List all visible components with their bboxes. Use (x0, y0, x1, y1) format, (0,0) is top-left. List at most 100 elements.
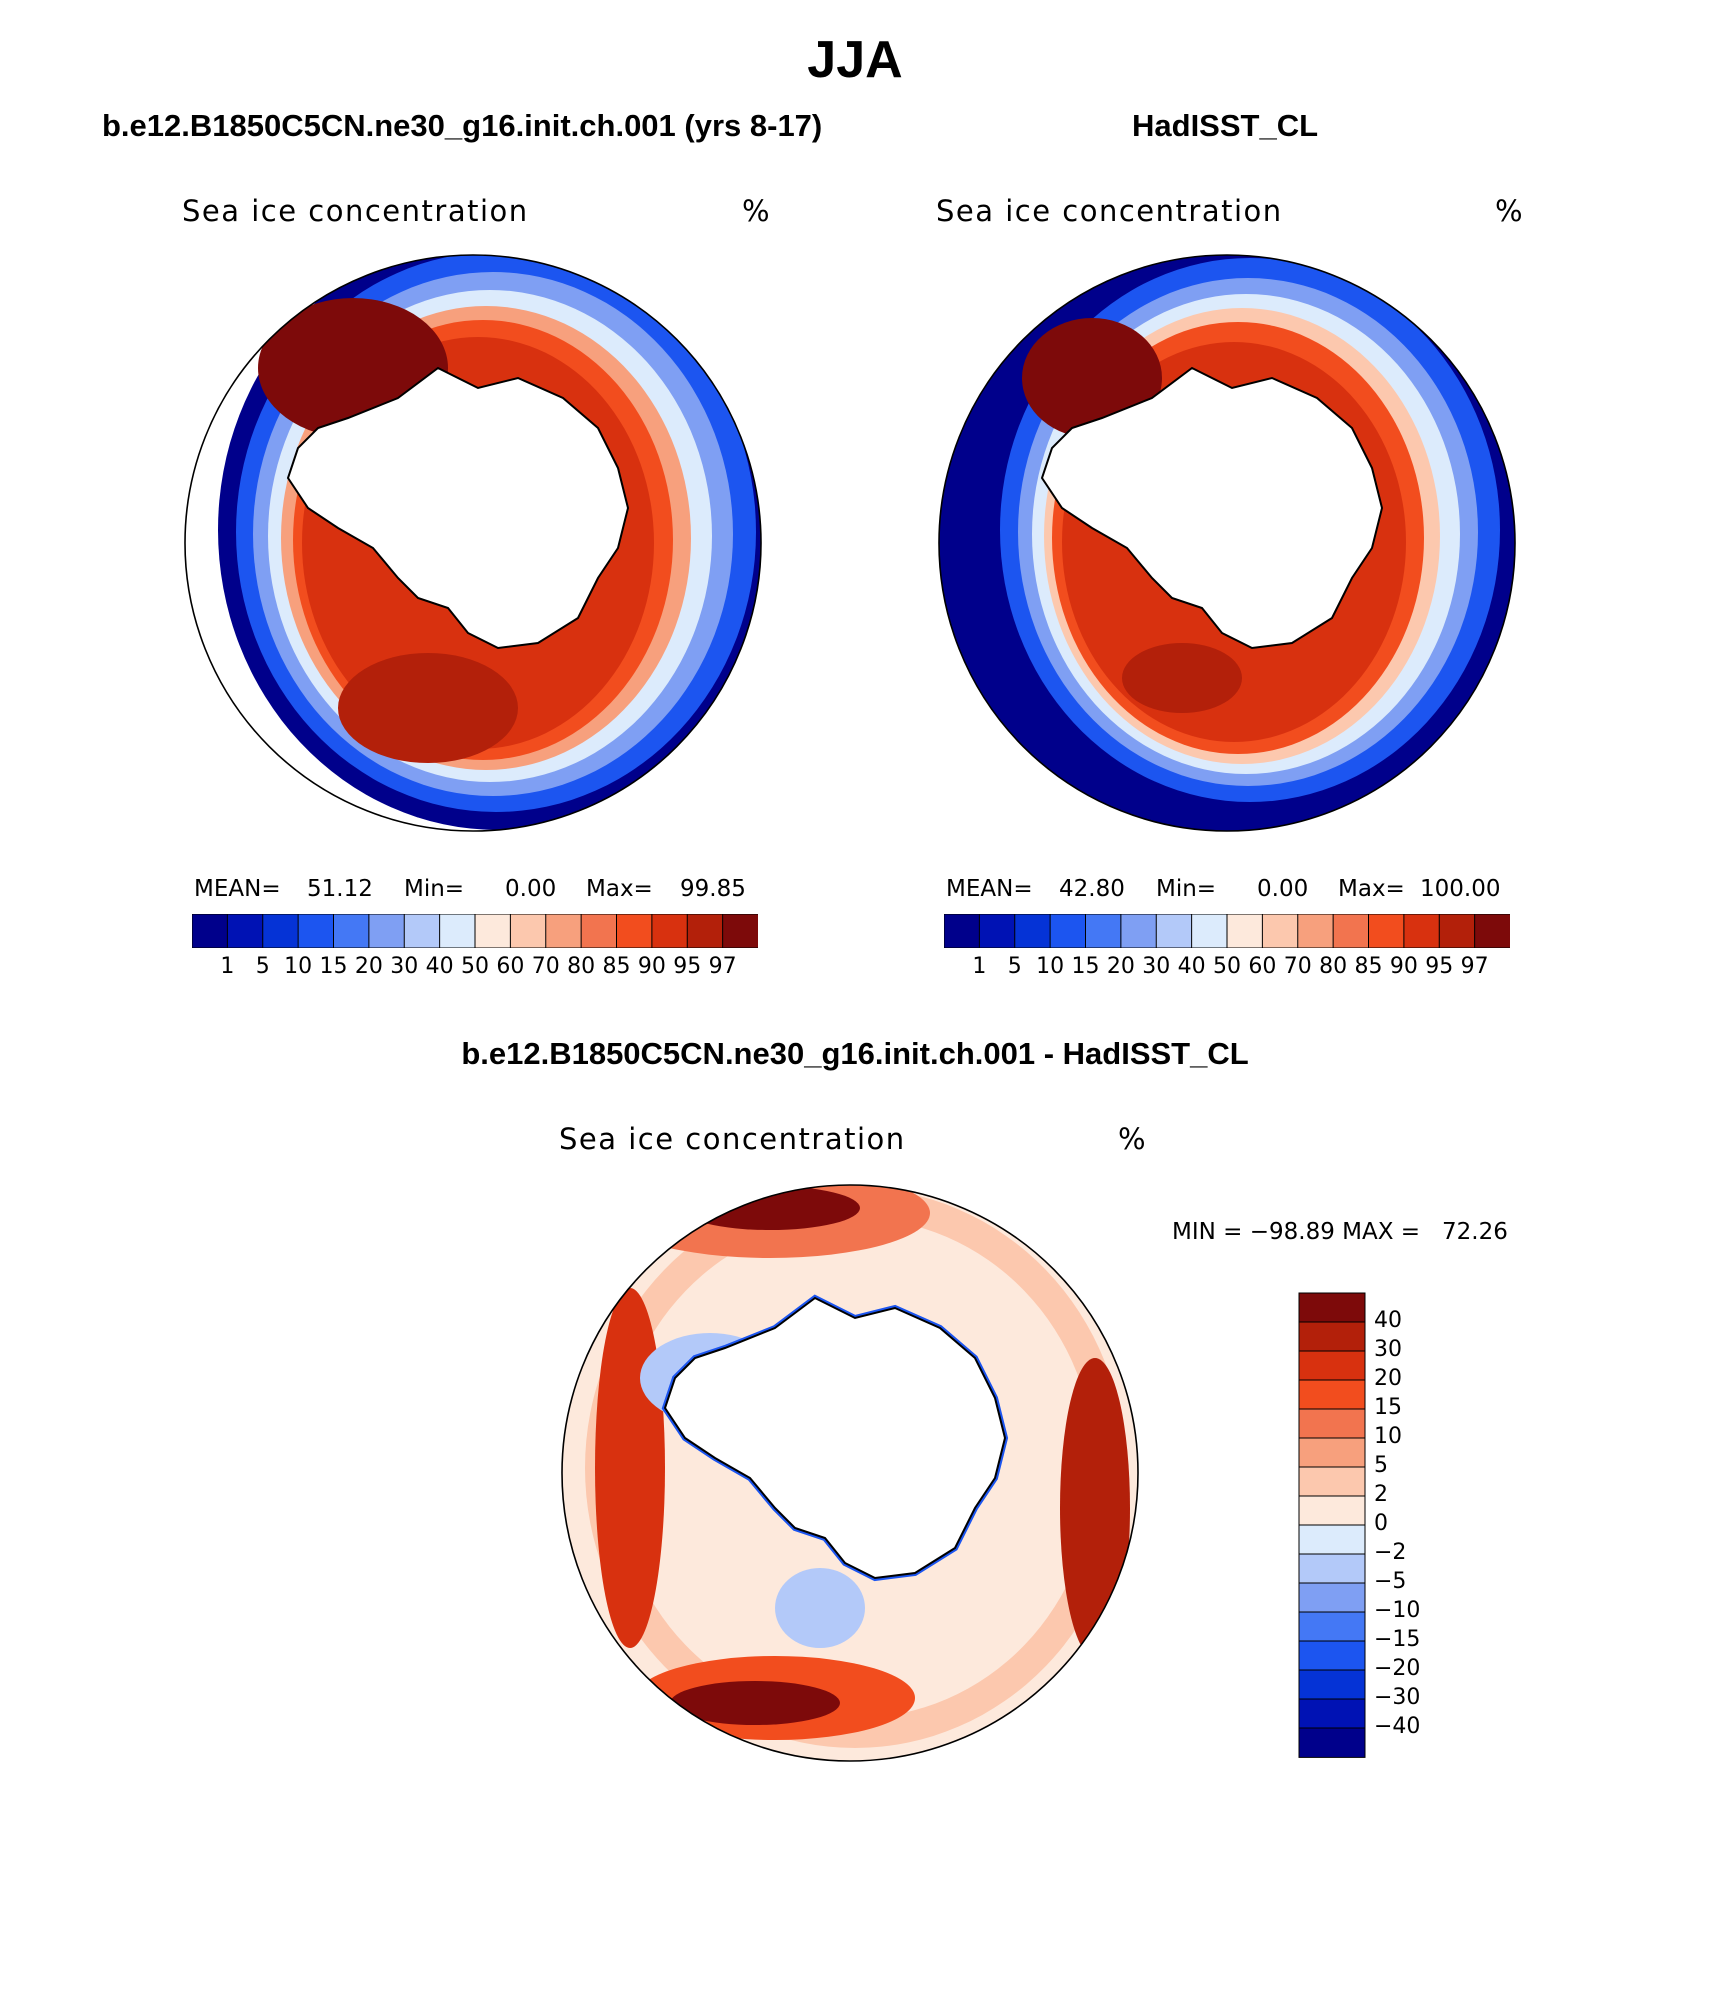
diff-colorbar-swatch (1298, 1553, 1366, 1584)
model-polar-map (184, 254, 762, 832)
model-colorbar-swatch (651, 914, 689, 948)
model-max-value: 99.85 (680, 876, 746, 902)
diff-colorbar-tick-label: 10 (1374, 1424, 1402, 1449)
obs-colorbar (944, 914, 1510, 948)
model-colorbar-swatch (722, 914, 758, 948)
obs-colorbar-swatch (1297, 914, 1335, 948)
model-colorbar-swatch (368, 914, 406, 948)
obs-max-label: Max= (1338, 876, 1405, 902)
diff-antarctica-landmass (663, 1296, 1007, 1580)
diff-colorbar-swatch (1298, 1466, 1366, 1497)
model-colorbar-tick-label: 85 (602, 954, 631, 979)
obs-ice-ross-max (1122, 643, 1242, 713)
obs-colorbar-ticks: 1 5 10 15 20 30 40 50 60 70 80 85 90 95 97 (944, 954, 1510, 984)
diff-units-label: % (1118, 1122, 1146, 1156)
obs-colorbar-tick-label: 5 (1007, 954, 1022, 979)
diff-colorbar-swatch (1298, 1437, 1366, 1468)
obs-panel-title: HadISST_CL (1132, 108, 1319, 143)
obs-colorbar-swatch (1049, 914, 1087, 948)
obs-colorbar-swatch (1474, 914, 1510, 948)
model-colorbar-tick-label: 97 (708, 954, 737, 979)
model-colorbar (192, 914, 758, 948)
diff-colorbar-swatch (1298, 1582, 1366, 1613)
model-colorbar-swatch (403, 914, 441, 948)
obs-colorbar-swatch (1332, 914, 1370, 948)
diff-colorbar-swatch (1298, 1524, 1366, 1555)
obs-colorbar-tick-label: 15 (1071, 954, 1100, 979)
diff-anomaly-east (1060, 1358, 1130, 1658)
obs-colorbar-tick-label: 70 (1283, 954, 1312, 979)
model-antarctica-landmass (286, 366, 630, 650)
obs-colorbar-tick-label: 50 (1213, 954, 1241, 979)
obs-field-label: Sea ice concentration (936, 194, 1283, 228)
model-colorbar-tick-label: 20 (354, 954, 383, 979)
diff-colorbar-swatch (1298, 1669, 1366, 1700)
obs-colorbar-swatch (1261, 914, 1299, 948)
model-colorbar-swatch (580, 914, 618, 948)
obs-colorbar-tick-label: 90 (1389, 954, 1418, 979)
diff-colorbar-swatch (1298, 1292, 1366, 1323)
obs-colorbar-tick-label: 1 (972, 954, 987, 979)
diff-colorbar-swatch (1298, 1408, 1366, 1439)
diff-colorbar-tick-label: 30 (1374, 1337, 1402, 1362)
diff-colorbar-swatch (1298, 1698, 1366, 1729)
obs-min-value: 0.00 (1257, 876, 1309, 902)
obs-colorbar-tick-label: 85 (1354, 954, 1383, 979)
diff-colorbar-tick-label: −2 (1374, 1540, 1407, 1565)
model-colorbar-tick-label: 80 (567, 954, 596, 979)
model-colorbar-swatch (297, 914, 335, 948)
model-colorbar-swatch (439, 914, 477, 948)
model-colorbar-swatch (509, 914, 547, 948)
diff-anomaly-south-core (670, 1681, 840, 1725)
diff-colorbar-swatch (1298, 1611, 1366, 1642)
model-colorbar-tick-label: 50 (461, 954, 489, 979)
diff-colorbar-swatch (1298, 1379, 1366, 1410)
diff-colorbar-tick-label: 0 (1374, 1511, 1388, 1536)
diff-panel-title: b.e12.B1850C5CN.ne30_g16.init.ch.001 - H… (461, 1036, 1249, 1071)
diff-colorbar-swatch (1298, 1727, 1366, 1758)
diff-colorbar-tick-label: −20 (1374, 1656, 1421, 1681)
obs-colorbar-swatch (1438, 914, 1476, 948)
model-colorbar-tick-label: 95 (673, 954, 702, 979)
model-colorbar-tick-label: 30 (390, 954, 419, 979)
model-colorbar-swatch (333, 914, 370, 948)
diff-polar-map (561, 1184, 1139, 1762)
model-min-label: Min= (404, 876, 465, 902)
diff-colorbar-ticks: 40 30 20 15 10 5 2 0 −2 −5 −10 −15 −20 −30 −40 (1374, 1292, 1464, 1758)
diff-colorbar-tick-label: 20 (1374, 1366, 1402, 1391)
obs-colorbar-tick-label: 60 (1248, 954, 1277, 979)
obs-antarctica-landmass (1040, 366, 1384, 650)
model-colorbar-tick-label: 5 (255, 954, 270, 979)
model-colorbar-swatch (686, 914, 724, 948)
diff-colorbar-tick-label: 5 (1374, 1453, 1388, 1478)
diff-field-label: Sea ice concentration (559, 1122, 906, 1156)
diff-anomaly-west (595, 1288, 665, 1648)
diff-colorbar-tick-label: −5 (1374, 1569, 1407, 1594)
diff-colorbar (1298, 1292, 1366, 1758)
obs-max-value: 100.00 (1420, 876, 1501, 902)
diff-anomaly-ross-neg (775, 1568, 865, 1648)
model-colorbar-ticks: 1 5 10 15 20 30 40 50 60 70 80 85 90 95 97 (192, 954, 758, 984)
model-colorbar-tick-label: 15 (319, 954, 348, 979)
model-field-label: Sea ice concentration (182, 194, 529, 228)
model-colorbar-tick-label: 60 (496, 954, 525, 979)
obs-colorbar-swatch (1403, 914, 1441, 948)
model-mean-label: MEAN= (194, 876, 281, 902)
obs-colorbar-tick-label: 95 (1425, 954, 1454, 979)
obs-polar-map (938, 254, 1516, 832)
diff-colorbar-swatch (1298, 1495, 1366, 1526)
model-colorbar-tick-label: 1 (220, 954, 235, 979)
obs-colorbar-swatch (1191, 914, 1229, 948)
model-colorbar-swatch (474, 914, 512, 948)
model-colorbar-tick-label: 90 (637, 954, 666, 979)
obs-colorbar-tick-label: 80 (1319, 954, 1348, 979)
obs-colorbar-swatch (978, 914, 1016, 948)
page-title: JJA (807, 31, 903, 89)
diff-colorbar-tick-label: −15 (1374, 1627, 1421, 1652)
obs-colorbar-swatch (1014, 914, 1052, 948)
obs-colorbar-swatch (1085, 914, 1122, 948)
model-panel-title: b.e12.B1850C5CN.ne30_g16.init.ch.001 (yr… (102, 108, 823, 143)
diff-colorbar-swatch (1298, 1640, 1366, 1671)
obs-units-label: % (1495, 194, 1523, 228)
obs-colorbar-swatch (944, 914, 981, 948)
